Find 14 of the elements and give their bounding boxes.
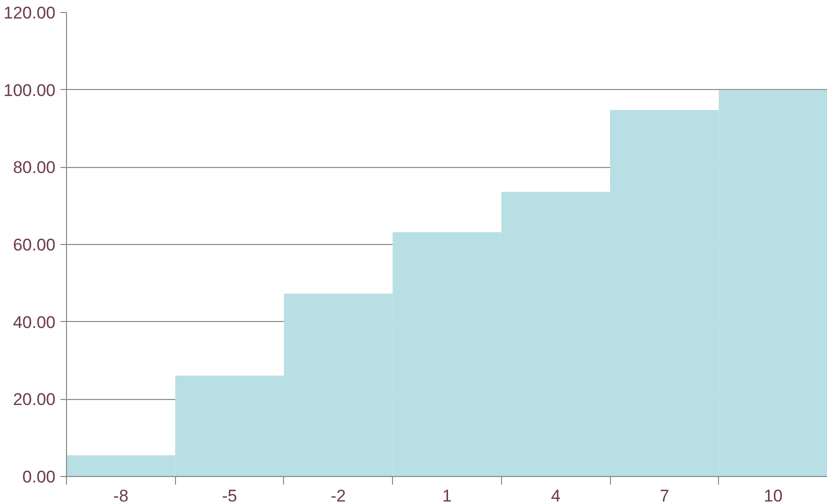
y-tick-label: 120.00 (4, 4, 56, 22)
x-tick-label: 7 (660, 486, 670, 504)
x-tick-label: 4 (550, 486, 560, 504)
y-tick-label: 100.00 (4, 80, 56, 100)
x-tick-label: 10 (764, 486, 783, 504)
y-tick-label: 40.00 (12, 312, 56, 332)
x-tick-label: -5 (222, 486, 238, 504)
x-tick-label: -8 (113, 486, 128, 504)
x-tick-label: 1 (442, 486, 452, 504)
x-tick-label: -2 (330, 486, 346, 504)
y-tick-label: 60.00 (12, 236, 56, 254)
y-tick-label: 20.00 (12, 390, 56, 410)
y-tick-label: 80.00 (12, 158, 56, 178)
y-tick-label: 0.00 (22, 468, 56, 486)
